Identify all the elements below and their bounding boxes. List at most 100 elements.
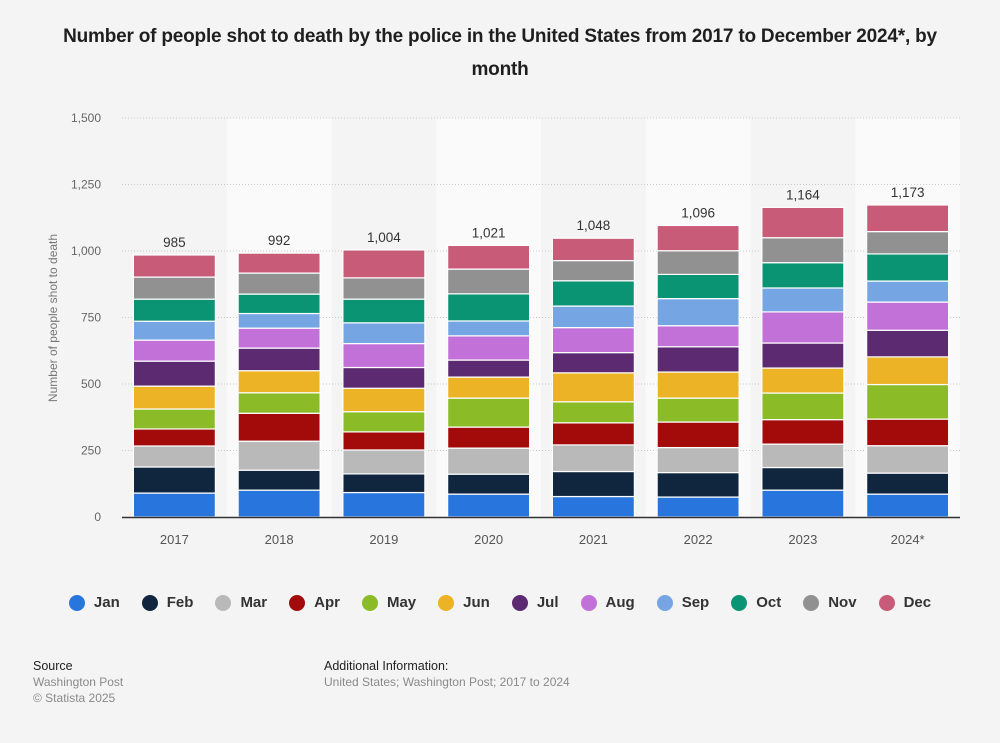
- additional-info-block: Additional Information: United States; W…: [324, 658, 570, 690]
- bar-segment-may: [447, 397, 531, 428]
- legend-swatch-icon: [68, 594, 85, 611]
- bar-segment-oct: [866, 253, 950, 282]
- legend-swatch-icon: [731, 594, 748, 611]
- bar-segment-sep: [656, 298, 740, 327]
- bar-segment-jan: [656, 496, 740, 518]
- legend: Jan Feb Mar Apr May Jun Jul Aug Sep Oct Nov Dec: [0, 594, 1000, 611]
- y-tick-label: 1,500: [71, 111, 101, 125]
- bar-segment-jun: [656, 371, 740, 399]
- bar-segment-aug: [342, 342, 426, 369]
- bar-segment-dec: [237, 252, 321, 274]
- legend-label: Sep: [681, 594, 710, 611]
- bar-segment-jun: [342, 387, 426, 413]
- legend-label: Oct: [756, 594, 782, 611]
- total-label: 1,004: [367, 230, 401, 245]
- y-tick-label: 1,000: [71, 244, 101, 258]
- legend-label: Apr: [314, 594, 340, 611]
- bar-segment-nov: [447, 268, 531, 295]
- source-heading: Source: [33, 659, 73, 673]
- bar-segment-mar: [866, 445, 950, 474]
- bar-segment-apr: [761, 419, 845, 445]
- bar-segment-dec: [656, 224, 740, 252]
- legend-item-mar[interactable]: Mar: [215, 594, 267, 611]
- y-tick-label: 1,250: [71, 178, 101, 192]
- bar-segment-jun: [866, 356, 950, 386]
- bar-segment-aug: [656, 325, 740, 348]
- x-tick-label: 2019: [369, 532, 398, 547]
- bar-segment-jan: [447, 493, 531, 518]
- bar-segment-sep: [447, 320, 531, 337]
- bar-segment-aug: [237, 327, 321, 349]
- legend-label: Aug: [605, 594, 635, 611]
- additional-info-heading: Additional Information:: [324, 659, 449, 673]
- bar-segment-nov: [237, 272, 321, 295]
- legend-swatch-icon: [141, 594, 158, 611]
- bar-segment-oct: [132, 298, 216, 322]
- legend-item-may[interactable]: May: [361, 594, 417, 611]
- bar-segment-mar: [342, 449, 426, 475]
- total-label: 985: [163, 235, 186, 250]
- bar-segment-sep: [237, 312, 321, 329]
- legend-label: Jan: [93, 594, 120, 611]
- bar-segment-jun: [551, 372, 635, 403]
- legend-swatch-icon: [289, 594, 306, 611]
- legend-item-sep[interactable]: Sep: [656, 594, 710, 611]
- bar-segment-sep: [761, 287, 845, 313]
- additional-info-text: United States; Washington Post; 2017 to …: [324, 675, 570, 689]
- bar-segment-oct: [237, 293, 321, 315]
- bar-segment-apr: [132, 428, 216, 447]
- bar-segment-jul: [656, 346, 740, 373]
- legend-swatch-icon: [511, 594, 528, 611]
- legend-item-jul[interactable]: Jul: [511, 594, 559, 611]
- copyright: © Statista 2025: [33, 691, 116, 705]
- bar-segment-oct: [761, 262, 845, 289]
- legend-item-oct[interactable]: Oct: [731, 594, 781, 611]
- source-name[interactable]: Washington Post: [33, 675, 124, 689]
- legend-label: Jun: [463, 594, 490, 611]
- bar-segment-mar: [447, 447, 531, 475]
- bar-segment-sep: [551, 305, 635, 329]
- bar-segment-apr: [342, 431, 426, 451]
- legend-item-jan[interactable]: Jan: [68, 594, 120, 611]
- bar-segment-jul: [551, 352, 635, 374]
- bar-segment-feb: [237, 469, 321, 491]
- bar-segment-feb: [761, 466, 845, 491]
- x-tick-label: 2024*: [891, 532, 925, 547]
- bar-segment-nov: [342, 277, 426, 300]
- total-label: 1,173: [891, 185, 925, 200]
- bar-segment-mar: [761, 443, 845, 469]
- bar-segment-may: [761, 392, 845, 421]
- source-block: Source Washington Post © Statista 2025: [33, 658, 123, 706]
- bar-segment-dec: [761, 206, 845, 239]
- y-tick-label: 750: [81, 311, 101, 325]
- bar-segment-jan: [132, 492, 216, 518]
- bar-segment-jan: [866, 493, 950, 518]
- legend-item-feb[interactable]: Feb: [141, 594, 194, 611]
- bar-segment-mar: [237, 440, 321, 471]
- total-label: 1,021: [472, 225, 506, 240]
- bar-segment-apr: [656, 421, 740, 449]
- bar-segment-jul: [342, 366, 426, 389]
- legend-swatch-icon: [361, 594, 378, 611]
- legend-label: May: [386, 594, 417, 611]
- legend-item-nov[interactable]: Nov: [803, 594, 857, 611]
- bar-segment-sep: [132, 320, 216, 341]
- legend-label: Dec: [903, 594, 932, 611]
- legend-swatch-icon: [438, 594, 455, 611]
- legend-item-aug[interactable]: Aug: [580, 594, 635, 611]
- bar-segment-mar: [656, 446, 740, 474]
- legend-item-jun[interactable]: Jun: [438, 594, 490, 611]
- x-tick-label: 2020: [474, 532, 503, 547]
- bar-segment-feb: [447, 473, 531, 495]
- legend-label: Feb: [166, 594, 194, 611]
- bar-segment-dec: [132, 254, 216, 278]
- bar-segment-aug: [132, 339, 216, 362]
- bar-segment-apr: [866, 418, 950, 447]
- bar-segment-apr: [237, 412, 321, 442]
- legend-swatch-icon: [580, 594, 597, 611]
- legend-item-apr[interactable]: Apr: [289, 594, 340, 611]
- x-tick-label: 2017: [160, 532, 189, 547]
- legend-item-dec[interactable]: Dec: [878, 594, 932, 611]
- bar-segment-jul: [447, 359, 531, 378]
- bar-segment-feb: [551, 470, 635, 498]
